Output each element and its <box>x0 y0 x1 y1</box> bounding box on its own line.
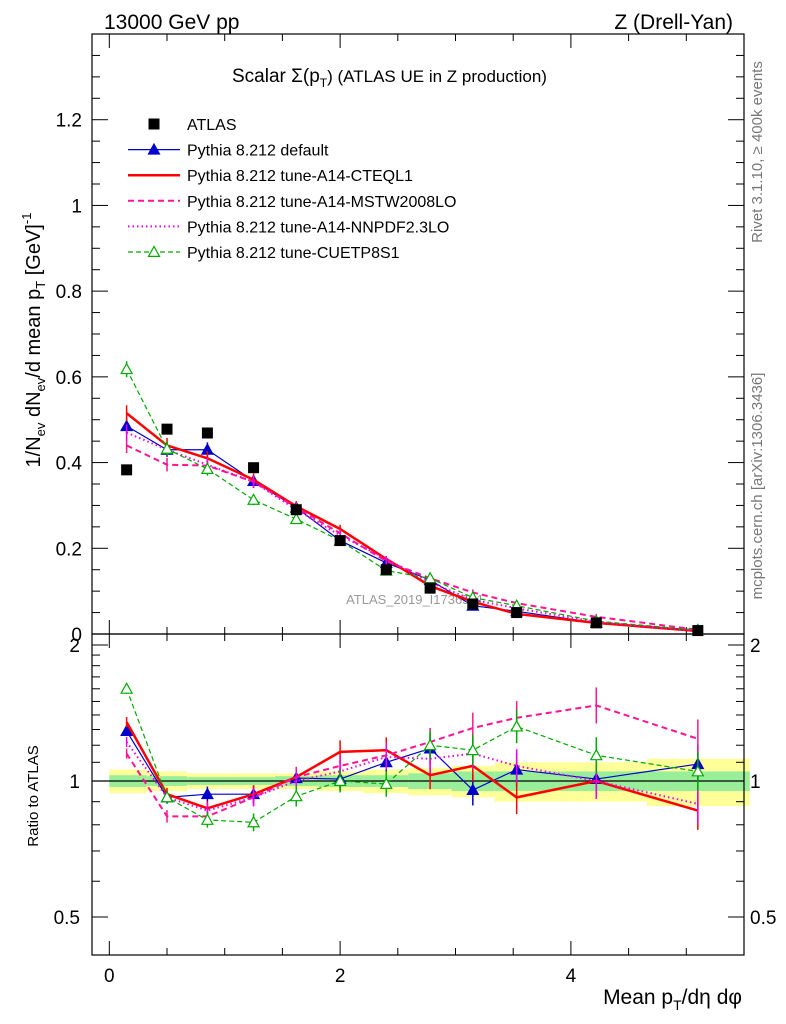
legend-label: Pythia 8.212 tune-A14-NNPDF2.3LO <box>187 219 449 236</box>
data-point <box>692 625 704 637</box>
series-marker-ratio <box>333 774 347 787</box>
series-marker-ratio <box>691 764 705 777</box>
series-marker-ratio <box>289 789 303 802</box>
legend-label: Pythia 8.212 tune-CUETP8S1 <box>187 245 400 262</box>
series-marker-ratio <box>200 787 214 800</box>
legend-symbol-marker <box>147 245 161 257</box>
legend-label: Pythia 8.212 tune-A14-CTEQL1 <box>187 168 413 185</box>
legend-label: ATLAS <box>187 117 237 134</box>
data-point <box>201 427 213 439</box>
analysis-watermark: ATLAS_2019_I1736531 <box>346 592 484 607</box>
y-axis-title-main: 1/Nev dNev/d mean pT [GeV]-1 <box>19 213 48 468</box>
series-marker-ratio <box>466 743 480 756</box>
series-marker-ratio <box>120 724 134 737</box>
series-marker-ratio <box>423 738 437 751</box>
y-tick-label-ratio-right: 1 <box>750 772 761 793</box>
data-point <box>290 504 302 516</box>
series-marker-ratio <box>120 682 134 694</box>
series-marker-main <box>120 362 134 375</box>
data-point <box>161 423 173 435</box>
series-marker-ratio <box>510 719 524 732</box>
plot-title: Scalar Σ(pT) (ATLAS UE in Z production) <box>232 66 547 90</box>
series-marker-ratio <box>379 777 393 789</box>
y-tick-label-main: 0.2 <box>56 539 82 560</box>
series-marker-ratio <box>466 783 480 796</box>
ratio-panel-frame <box>91 633 745 956</box>
legend-label: Pythia 8.212 tune-A14-MSTW2008LO <box>187 194 456 211</box>
series-line-main <box>126 444 698 631</box>
series-marker-ratio <box>247 815 261 828</box>
series-line-main <box>126 368 698 631</box>
plot-title-suffix: ) (ATLAS UE in Z production) <box>327 67 547 86</box>
svg-text:1/Nev dNev/d mean pT [GeV]-1: 1/Nev dNev/d mean pT [GeV]-1 <box>19 213 48 468</box>
plot-title-prefix: Scalar Σ(p <box>232 66 320 87</box>
ratio-panel-series <box>120 682 705 832</box>
y-tick-label-main: 1.2 <box>56 111 82 132</box>
series-line-ratio <box>125 721 699 812</box>
axis-ticks <box>92 33 745 955</box>
legend-entry: Pythia 8.212 tune-A14-CTEQL1 <box>128 168 413 185</box>
series-marker-ratio <box>589 748 603 761</box>
series-marker-ratio <box>160 790 174 803</box>
y-tick-label-main: 1 <box>71 196 82 217</box>
series-marker-main <box>289 512 303 525</box>
x-tick-label: 2 <box>335 966 346 987</box>
y-tick-label-ratio-right: 2 <box>750 636 761 657</box>
data-point <box>467 598 479 610</box>
series-line-ratio <box>125 741 699 812</box>
data-point <box>334 535 346 547</box>
data-point <box>590 617 602 629</box>
legend-entry: Pythia 8.212 default <box>128 143 329 160</box>
y-tick-label-main: 0.6 <box>56 368 82 389</box>
series-marker-ratio <box>200 813 214 825</box>
y-tick-label-main: 0 <box>71 625 82 646</box>
header-energy-label: 13000 GeV pp <box>104 11 239 34</box>
y-tick-label-main: 0.8 <box>56 282 82 303</box>
rivet-version-label: Rivet 3.1.10, ≥ 400k events <box>749 61 766 243</box>
y-axis-title-ratio: Ratio to ATLAS <box>25 745 42 846</box>
series-marker-main <box>247 493 261 505</box>
series-marker-main <box>160 442 174 454</box>
legend-entry: Pythia 8.212 tune-CUETP8S1 <box>128 245 400 262</box>
data-point <box>511 607 523 619</box>
series-line-ratio <box>126 688 698 823</box>
axis-tick-labels: 0 2 400.20.40.60.811.20.5 0.51 12 2 <box>54 111 777 987</box>
data-point <box>380 564 392 576</box>
y-tick-label-ratio-right: 0.5 <box>750 908 776 929</box>
header-process-label: Z (Drell-Yan) <box>614 11 733 34</box>
legend: ATLAS Pythia 8.212 default Pythia 8.212 tu… <box>128 117 456 262</box>
legend-entry: Pythia 8.212 tune-A14-MSTW2008LO <box>128 194 456 211</box>
main-panel-series <box>120 361 705 637</box>
data-point <box>424 582 436 594</box>
series-line-ratio <box>126 730 698 798</box>
y-tick-label-ratio-left: 0.5 <box>54 908 80 929</box>
y-tick-label-ratio-left: 1 <box>69 772 80 793</box>
data-point <box>248 462 260 474</box>
legend-entry: Pythia 8.212 tune-A14-NNPDF2.3LO <box>128 219 449 236</box>
x-axis-title: Mean pT/dη dφ <box>603 986 742 1013</box>
mcplots-label: mcplots.cern.ch [arXiv:1306.3436] <box>749 373 766 600</box>
series-line-main <box>126 425 698 631</box>
legend-label: Pythia 8.212 default <box>187 143 329 160</box>
series-line-main <box>125 412 698 633</box>
data-point <box>121 464 133 476</box>
series-marker-main <box>200 462 214 474</box>
y-tick-label-main: 0.4 <box>56 454 83 475</box>
y-tick-label-ratio-left: 2 <box>69 636 80 657</box>
legend-symbol-data <box>148 118 160 130</box>
legend-symbol-marker <box>147 142 161 155</box>
legend-entry: ATLAS <box>148 117 237 134</box>
plot-title-subscript: T <box>320 76 328 90</box>
x-tick-label: 4 <box>566 966 577 987</box>
series-line-ratio <box>125 704 699 818</box>
x-tick-label: 0 <box>104 966 115 987</box>
